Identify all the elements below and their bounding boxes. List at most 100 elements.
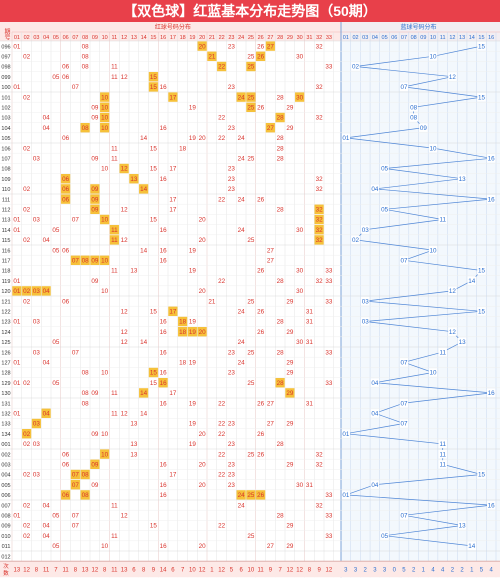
red-ball: 17	[169, 207, 177, 214]
red-ball: 10	[101, 431, 109, 438]
red-ball: 05	[52, 543, 60, 550]
red-ball: 02	[23, 502, 31, 509]
red-col-header: 06	[63, 35, 69, 41]
period-label: 130	[1, 391, 10, 397]
red-count: 11	[63, 568, 70, 574]
red-count: 7	[54, 568, 58, 574]
red-ball: 04	[43, 237, 51, 244]
red-ball-hit: 18	[179, 329, 187, 336]
red-ball: 07	[72, 523, 80, 530]
red-ball: 32	[316, 502, 324, 509]
red-hit-cell	[31, 286, 41, 296]
red-ball: 09	[91, 431, 99, 438]
red-ball: 19	[189, 319, 197, 326]
blue-ball: 01	[342, 431, 350, 438]
period-label: 106	[1, 146, 10, 152]
red-col-header: 26	[258, 35, 264, 41]
period-label: 126	[1, 350, 10, 356]
red-ball-hit: 10	[101, 258, 109, 265]
red-hit-cell	[314, 214, 324, 225]
blue-ball-bg	[457, 521, 467, 530]
blue-ball-bg	[341, 490, 351, 499]
red-col-header: 15	[150, 35, 156, 41]
red-col-header: 12	[121, 35, 127, 41]
red-ball-hit: 07	[72, 482, 80, 489]
blue-ball: 15	[478, 472, 486, 479]
blue-ball: 09	[420, 125, 428, 132]
red-count: 12	[92, 568, 99, 574]
red-ball: 12	[121, 74, 129, 81]
red-hit-cell	[70, 255, 80, 265]
red-hit-cell	[100, 449, 110, 459]
period-label: 009	[1, 524, 10, 530]
red-hit-cell	[100, 92, 110, 102]
red-ball-hit: 09	[91, 462, 99, 469]
red-hit-cell	[275, 378, 285, 388]
red-ball: 01	[13, 513, 21, 520]
red-hit-cell	[246, 490, 256, 500]
red-ball: 01	[13, 360, 21, 367]
red-ball: 32	[316, 43, 324, 50]
blue-ball-bg	[428, 368, 438, 377]
red-ball: 16	[160, 370, 168, 377]
red-ball: 19	[189, 135, 197, 142]
red-hit-cell	[236, 92, 246, 102]
red-ball: 32	[316, 278, 324, 285]
period-label: 134	[1, 432, 10, 438]
red-col-header: 30	[297, 35, 303, 41]
blue-ball: 04	[371, 186, 379, 193]
red-ball: 20	[199, 237, 207, 244]
blue-ball-bg	[380, 531, 389, 540]
red-ball: 09	[91, 156, 99, 163]
red-ball: 03	[33, 156, 41, 163]
red-hit-cell	[80, 255, 90, 265]
red-col-header: 07	[72, 35, 78, 41]
red-ball: 06	[62, 74, 70, 81]
blue-ball: 11	[439, 462, 446, 469]
red-ball-hit: 03	[33, 288, 41, 295]
red-hit-cell	[256, 51, 266, 61]
red-hit-cell	[178, 327, 188, 337]
red-col-header: 09	[92, 35, 98, 41]
period-label: 117	[2, 259, 11, 265]
red-ball-hit: 32	[316, 237, 324, 244]
red-ball-hit: 32	[316, 217, 324, 224]
red-hit-cell	[285, 388, 295, 398]
blue-ball-bg	[380, 205, 389, 214]
red-ball: 27	[267, 400, 275, 407]
red-ball: 06	[62, 298, 70, 305]
blue-col-header: 13	[459, 35, 465, 41]
red-col-header: 13	[131, 35, 137, 41]
red-ball-hit: 17	[169, 94, 177, 101]
blue-ball: 13	[459, 523, 467, 530]
footer-band	[0, 561, 500, 578]
red-ball: 11	[111, 411, 118, 418]
red-ball: 03	[33, 319, 41, 326]
red-ball: 11	[111, 74, 118, 81]
blue-ball-bg	[399, 82, 409, 91]
red-ball-hit: 15	[150, 84, 158, 91]
red-ball: 14	[140, 411, 148, 418]
period-label: 101	[1, 95, 10, 101]
blue-ball: 02	[352, 64, 360, 71]
blue-ball-bg	[477, 470, 486, 479]
red-ball: 20	[199, 135, 207, 142]
blue-ball: 12	[449, 74, 457, 81]
period-label: 118	[2, 269, 11, 275]
red-ball-hit: 29	[286, 390, 294, 397]
blue-ball-bg	[370, 184, 380, 193]
red-ball: 04	[43, 115, 51, 122]
red-ball: 29	[286, 543, 294, 550]
red-ball: 15	[150, 380, 158, 387]
red-ball: 05	[52, 513, 60, 520]
period-label: 107	[1, 157, 10, 163]
red-ball: 29	[286, 105, 294, 112]
red-ball-hit: 09	[91, 196, 99, 203]
red-ball-hit: 04	[43, 288, 51, 295]
red-hit-cell	[256, 490, 266, 500]
red-ball: 12	[121, 411, 129, 418]
red-ball: 16	[160, 400, 168, 407]
period-label: 114	[2, 228, 11, 234]
blue-ball: 07	[400, 84, 408, 91]
